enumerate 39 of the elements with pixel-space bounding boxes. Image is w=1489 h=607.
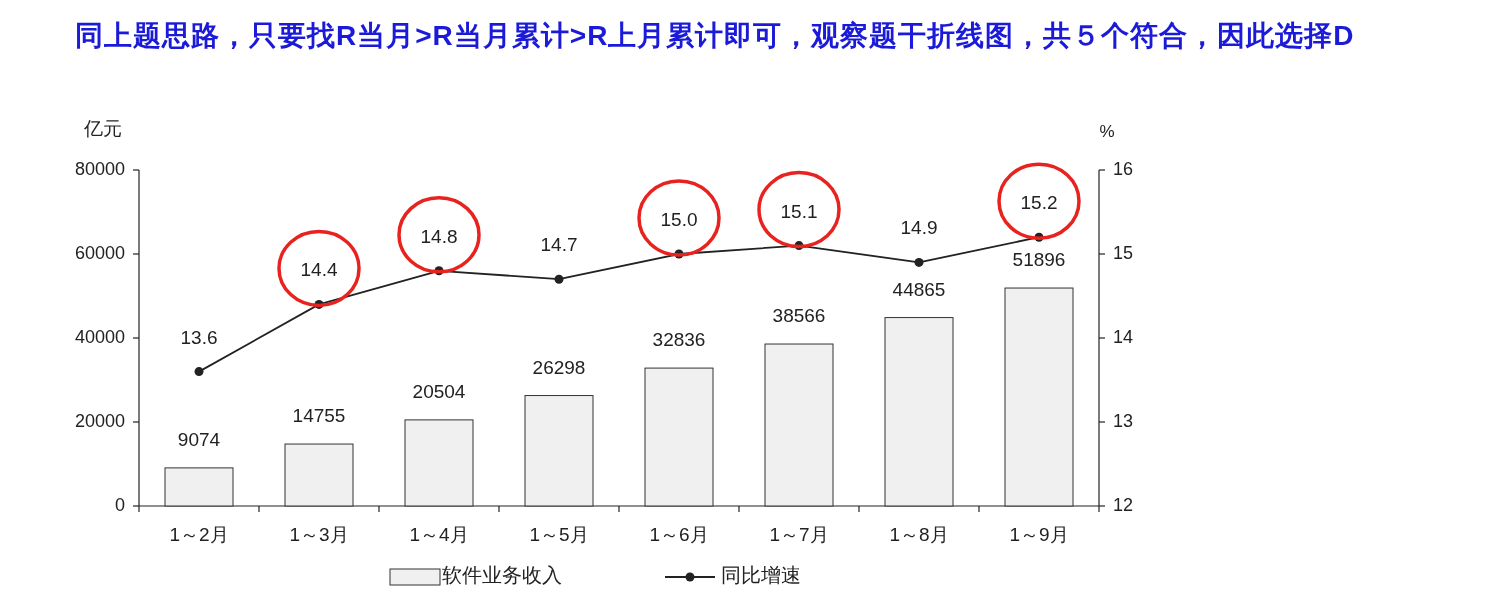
y-axis-title: 亿元 <box>83 118 122 140</box>
data-label: 44865 <box>892 278 946 300</box>
y2-axis-title: % <box>1099 122 1115 142</box>
data-label: 15.2 <box>1020 192 1058 214</box>
data-label: 32836 <box>652 329 706 351</box>
y2-tick-label: 16 <box>1113 158 1134 179</box>
data-label: 20504 <box>412 380 466 402</box>
data-label: 38566 <box>772 305 826 327</box>
y2-tick-label: 14 <box>1113 326 1134 347</box>
data-label: 15.0 <box>660 209 698 231</box>
x-tick-label: 1～8月 <box>889 524 949 546</box>
y-tick-label: 40000 <box>74 326 125 347</box>
y-tick-label: 0 <box>114 494 125 515</box>
legend-label: 软件业务收入 <box>442 564 562 587</box>
y2-tick-label: 12 <box>1113 494 1134 515</box>
x-tick-label: 1～3月 <box>289 524 349 546</box>
data-label: 14755 <box>292 405 346 427</box>
chart-title: 同上题思路，只要找R当月>R当月累计>R上月累计即可，观察题干折线图，共５个符合，因此选择D <box>74 19 1356 53</box>
x-tick-label: 1～6月 <box>649 524 709 546</box>
data-label: 26298 <box>532 356 586 378</box>
y-tick-label: 20000 <box>74 410 125 431</box>
x-tick-label: 1～4月 <box>409 524 469 546</box>
y-tick-label: 80000 <box>74 158 125 179</box>
x-tick-label: 1～2月 <box>169 524 229 546</box>
y-tick-label: 60000 <box>74 242 125 263</box>
data-label: 13.6 <box>180 326 218 348</box>
data-label: 14.4 <box>300 259 338 281</box>
x-tick-label: 1～7月 <box>769 524 829 546</box>
data-label: 51896 <box>1012 249 1066 271</box>
legend-label: 同比增速 <box>721 564 801 587</box>
x-tick-label: 1～5月 <box>529 524 589 546</box>
data-label: 14.8 <box>420 225 458 247</box>
y2-tick-label: 15 <box>1113 242 1134 263</box>
data-label: 9074 <box>177 428 221 450</box>
data-label: 15.1 <box>780 200 818 222</box>
data-label: 14.7 <box>540 234 578 256</box>
x-tick-label: 1～9月 <box>1009 524 1069 546</box>
data-label: 14.9 <box>900 217 938 239</box>
y2-tick-label: 13 <box>1113 410 1134 431</box>
